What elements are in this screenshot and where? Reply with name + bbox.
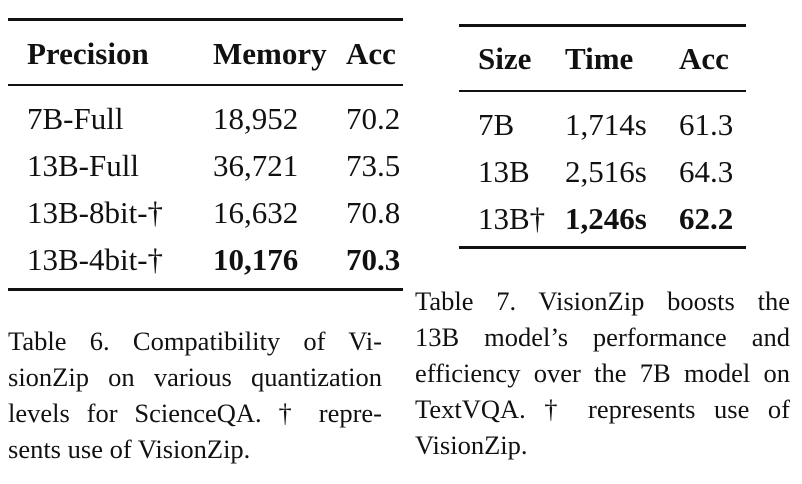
table-7-row-1-acc: 61.3 — [679, 107, 734, 142]
table-7-row-1-time: 1,714s — [565, 107, 647, 142]
table-6-mid-rule — [8, 84, 403, 86]
table-7-caption-line-4: TextVQA. † represents use of — [415, 394, 790, 424]
table-7-row-3-acc: 62.2 — [679, 201, 734, 236]
table-6-row-2-memory: 36,721 — [213, 148, 299, 183]
table-7-row-3-time: 1,246s — [565, 201, 647, 236]
table-6-row-3-precision: 13B-8bit-† — [27, 195, 164, 230]
table-7-header-acc: Acc — [679, 41, 729, 76]
table-6-row-1-acc: 70.2 — [346, 101, 401, 136]
table-7-row-2-acc: 64.3 — [679, 154, 734, 189]
table-7-caption-line-5: VisionZip. — [415, 430, 528, 460]
table-7-caption: Table 7. VisionZip boosts the 13B model’… — [415, 283, 790, 463]
table-6-row-4-memory: 10,176 — [213, 242, 299, 277]
table-6-top-rule — [8, 18, 403, 21]
table-7-top-rule — [459, 24, 746, 27]
table-6-header-memory: Memory — [213, 36, 327, 71]
table-6-row-2-precision: 13B-Full — [27, 148, 139, 183]
table-6-row-3-memory: 16,632 — [213, 195, 299, 230]
table-6-row-1-memory: 18,952 — [213, 101, 299, 136]
table-7-header-size: Size — [478, 41, 532, 76]
table-7-row-1-size: 7B — [478, 107, 515, 142]
table-7-caption-line-1: Table 7. VisionZip boosts the — [415, 286, 790, 316]
table-7-caption-line-3: efficiency over the 7B model on — [415, 358, 790, 388]
table-6-caption-line-3: levels for ScienceQA. † repre- — [8, 398, 382, 428]
table-6-row-4-acc: 70.3 — [346, 242, 401, 277]
table-6-row-2-acc: 73.5 — [346, 148, 401, 183]
table-7-row-2-time: 2,516s — [565, 154, 647, 189]
table-6-row-4-precision: 13B-4bit-† — [27, 242, 164, 277]
table-7-bottom-rule — [459, 246, 746, 249]
table-6-caption: Table 6. Compatibility of Vi- sionZip on… — [8, 323, 382, 467]
table-6-caption-line-2: sionZip on various quantization — [8, 362, 382, 392]
table-7-row-2-size: 13B — [478, 154, 530, 189]
table-6-caption-line-4: sents use of VisionZip. — [8, 434, 251, 464]
table-6-header-acc: Acc — [346, 36, 396, 71]
table-6-row-1-precision: 7B-Full — [27, 101, 124, 136]
table-7-row-3-size: 13B† — [478, 201, 546, 236]
table-7-header-time: Time — [565, 41, 634, 76]
table-7-mid-rule — [459, 90, 746, 92]
table-6-row-3-acc: 70.8 — [346, 195, 401, 230]
table-6-header-precision: Precision — [27, 36, 149, 71]
table-6-caption-line-1: Table 6. Compatibility of Vi- — [8, 326, 382, 356]
table-6-bottom-rule — [8, 288, 403, 291]
table-7-caption-line-2: 13B model’s performance and — [415, 322, 790, 352]
